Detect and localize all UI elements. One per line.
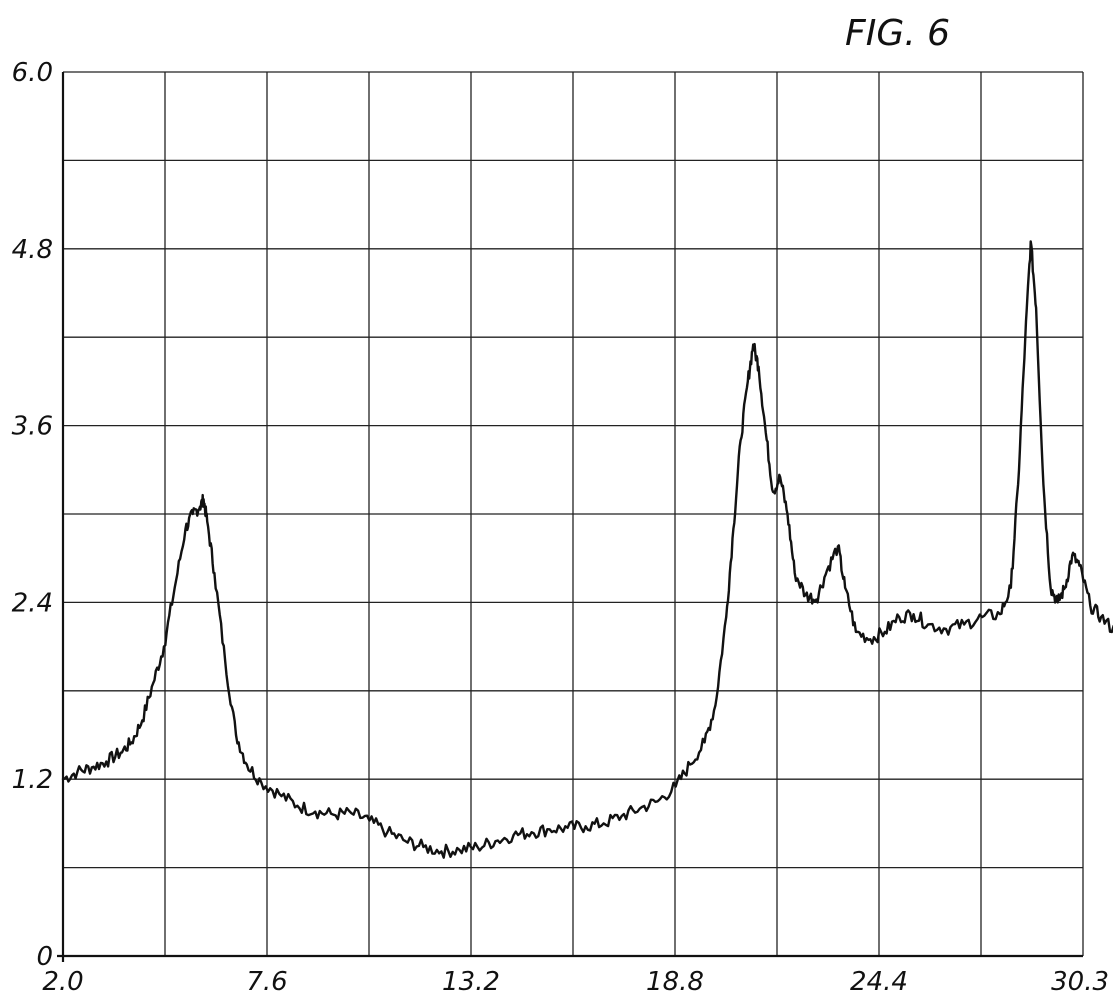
y-tick-label: 3.6 xyxy=(12,412,53,442)
plot-series xyxy=(63,241,1113,857)
x-tick-label: 13.2 xyxy=(442,967,500,997)
y-tick-label: 6.0 xyxy=(12,58,53,88)
y-tick-label: 2.4 xyxy=(12,588,53,618)
y-tick-label: 1.2 xyxy=(12,765,53,795)
figure-title: FIG. 6 xyxy=(845,13,950,54)
x-tick-label: 7.6 xyxy=(246,967,287,997)
x-tick-label: 30.3 xyxy=(1051,967,1109,997)
y-axis-tick-labels: 01.22.43.64.86.0 xyxy=(12,58,53,972)
x-tick-label: 18.8 xyxy=(646,967,704,997)
plot-axes xyxy=(57,72,1083,962)
y-tick-label: 4.8 xyxy=(12,235,53,265)
series-line-0 xyxy=(63,241,1113,857)
x-tick-label: 24.4 xyxy=(850,967,908,997)
x-axis-tick-labels: 2.0 7.6 13.2 18.8 24.4 30.3 xyxy=(42,967,1109,997)
x-tick-label: 2.0 xyxy=(42,967,83,997)
